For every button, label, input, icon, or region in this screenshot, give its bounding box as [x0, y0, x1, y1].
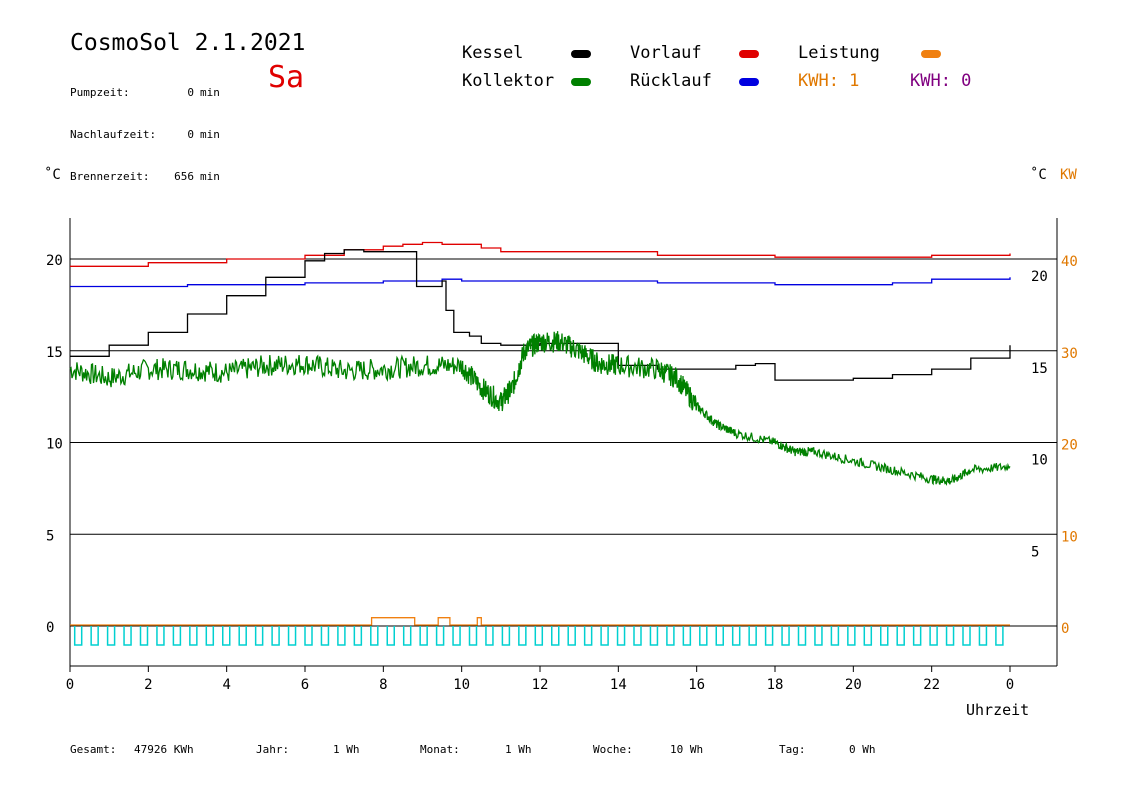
stat-nachlaufzeit: Nachlaufzeit: 0 min [70, 128, 220, 142]
legend-leistung-swatch [921, 50, 941, 58]
x-tick-label: 4 [222, 677, 230, 693]
legend-leistung-label: Leistung [798, 43, 880, 63]
x-tick-label: 20 [845, 677, 862, 693]
footer-monat-label: Monat: [420, 743, 460, 756]
x-tick-label: 12 [532, 677, 549, 693]
stat-value: 0 [187, 86, 194, 99]
x-tick-label: 14 [610, 677, 627, 693]
stat-value: 656 [174, 170, 194, 183]
day-label: Sa [268, 60, 305, 95]
legend-ruecklauf-label: Rücklauf [630, 71, 712, 91]
right-axis-unit-c: ˚C [1030, 167, 1047, 183]
footer-tag-value: 0 Wh [849, 743, 876, 756]
series-kessel-line [70, 249, 1011, 381]
y-tick-label-left: 5 [46, 528, 54, 544]
y-tick-label-right-c: 5 [1031, 544, 1039, 560]
footer-gesamt-label: Gesamt: [70, 743, 117, 756]
footer-woche-label: Woche: [593, 743, 633, 756]
series-kollektor-line [69, 331, 1011, 486]
legend-kessel-label: Kessel [462, 43, 524, 63]
footer-jahr-label: Jahr: [256, 743, 290, 756]
legend-vorlauf-label: Vorlauf [630, 43, 702, 63]
stat-pumpzeit: Pumpzeit: 0 min [70, 86, 220, 100]
stat-brennerzeit: Brennerzeit: 656 min [70, 170, 220, 184]
y-tick-label-right-kw: 40 [1061, 254, 1078, 270]
y-tick-label-right-kw: 0 [1061, 621, 1069, 637]
x-tick-label: 0 [1006, 677, 1014, 693]
x-axis-label: Uhrzeit [966, 701, 1030, 719]
x-tick-label: 16 [688, 677, 705, 693]
x-tick-label: 18 [767, 677, 784, 693]
footer-gesamt-value: 47926 KWh [134, 743, 194, 756]
x-tick-label: 0 [66, 677, 74, 693]
x-tick-label: 6 [301, 677, 309, 693]
y-tick-label-right-kw: 10 [1061, 529, 1078, 545]
stat-value: 0 [187, 128, 194, 141]
y-tick-label-left: 20 [46, 253, 63, 269]
y-tick-label-right-kw: 20 [1061, 438, 1078, 454]
y-tick-label-left: 0 [46, 620, 54, 636]
stat-label: Nachlaufzeit: [70, 128, 157, 141]
series-leistung-line [70, 617, 1010, 626]
footer-monat-value: 1 Wh [505, 743, 532, 756]
footer-tag-label: Tag: [779, 743, 806, 756]
stat-label: Brennerzeit: [70, 170, 150, 183]
right-axis-unit-kw: KW [1060, 167, 1077, 183]
y-tick-label-left: 10 [46, 437, 63, 453]
pump-activity-line [73, 626, 1004, 646]
legend-kollektor-label: Kollektor [462, 71, 555, 91]
x-tick-label: 8 [379, 677, 387, 693]
legend-ruecklauf-swatch [739, 78, 759, 86]
legend-vorlauf-swatch [739, 50, 759, 58]
footer-jahr-value: 1 Wh [333, 743, 360, 756]
stat-unit: min [200, 170, 220, 183]
app-title: CosmoSol 2.1.2021 [70, 30, 306, 56]
y-tick-label-right-c: 20 [1031, 269, 1048, 285]
series-rcklauf-line [70, 277, 1011, 288]
footer-woche-value: 10 Wh [670, 743, 704, 756]
x-tick-label: 10 [453, 677, 470, 693]
legend-kwh0: KWH: 0 [910, 71, 972, 91]
legend-kollektor-swatch [571, 78, 591, 86]
y-tick-label-left: 15 [46, 345, 63, 361]
legend-kessel-swatch [571, 50, 591, 58]
series-vorlauf-line [70, 241, 1011, 267]
stats-block: Pumpzeit: 0 min Nachlaufzeit: 0 min Brennerz… [70, 58, 220, 198]
stat-unit: min [200, 86, 220, 99]
left-axis-unit: ˚C [44, 167, 61, 183]
stat-label: Pumpzeit: [70, 86, 130, 99]
x-tick-label: 22 [923, 677, 940, 693]
y-tick-label-right-c: 15 [1031, 361, 1048, 377]
legend-kwh1: KWH: 1 [798, 71, 860, 91]
y-tick-label-right-kw: 30 [1061, 346, 1078, 362]
x-tick-label: 2 [144, 677, 152, 693]
stat-unit: min [200, 128, 220, 141]
y-tick-label-right-c: 10 [1031, 453, 1048, 469]
